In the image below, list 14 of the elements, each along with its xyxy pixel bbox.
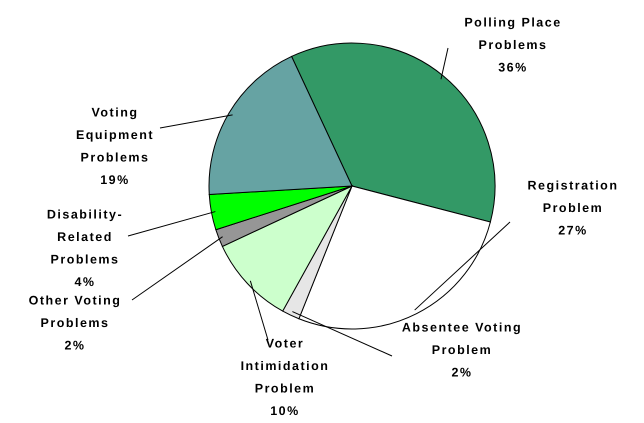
data-label: 27% xyxy=(558,224,588,238)
data-label: 19% xyxy=(100,172,130,187)
slice-label: Voting Equipment Problems xyxy=(76,105,154,164)
data-label: 4% xyxy=(74,274,96,289)
slice-label: Other Voting Problems xyxy=(28,294,122,330)
data-label: 2% xyxy=(64,338,86,352)
data-label: 36% xyxy=(498,60,528,74)
slice-label: Registration Problem xyxy=(528,178,618,215)
slice-label: Absentee Voting Problem xyxy=(402,320,522,357)
data-label: 2% xyxy=(451,366,473,380)
slice-label: Voter Intimidation Problem xyxy=(240,336,330,396)
slice-label: Disability- Related Problems xyxy=(46,207,124,266)
slice-label: Polling Place Problems xyxy=(464,16,562,52)
data-label: 10% xyxy=(270,404,300,418)
